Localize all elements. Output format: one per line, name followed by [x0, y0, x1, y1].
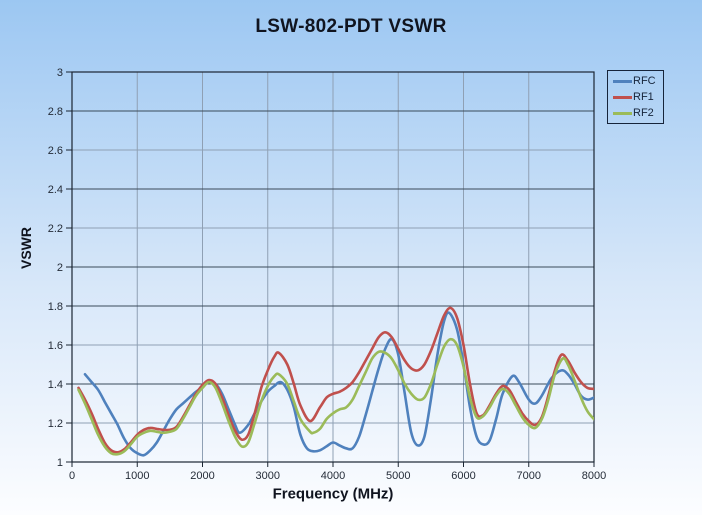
y-tick-label: 1.8	[48, 301, 63, 313]
x-tick-label: 2000	[190, 470, 214, 482]
series-RFC	[83, 311, 594, 457]
legend-swatch-RFC	[613, 79, 632, 83]
legend-label: RFC	[633, 74, 656, 87]
y-tick-label: 3	[57, 67, 63, 79]
x-tick-label: 7000	[517, 470, 541, 482]
x-tick-label: 0	[69, 470, 75, 482]
legend-label: RF2	[633, 106, 654, 119]
y-axis-title: VSWR	[18, 227, 34, 269]
legend-swatch-RF1	[613, 95, 632, 99]
x-tick-label: 8000	[582, 470, 606, 482]
y-tick-label: 1.4	[48, 379, 63, 391]
y-tick-label: 2.4	[48, 184, 63, 196]
y-tick-label: 2	[57, 262, 63, 274]
legend-label: RF1	[633, 90, 654, 103]
x-tick-label: 6000	[451, 470, 475, 482]
legend-item-RFC: RFC	[613, 73, 661, 89]
plot-border	[71, 71, 595, 463]
legend-item-RF2: RF2	[613, 105, 661, 121]
y-tick-label: 1	[57, 457, 63, 469]
y-tick-label: 2.2	[48, 223, 63, 235]
x-tick-label: 5000	[386, 470, 410, 482]
chart-title: LSW-802-PDT VSWR	[255, 16, 447, 37]
x-axis-title: Frequency (MHz)	[272, 485, 394, 503]
y-tick-label: 1.2	[48, 418, 63, 430]
series-RF1	[77, 306, 594, 454]
x-tick-label: 1000	[125, 470, 149, 482]
y-tick-label: 1.6	[48, 340, 63, 352]
legend: RFC RF1 RF2	[607, 70, 664, 124]
y-tick-label: 2.8	[48, 106, 63, 118]
series-RF2	[77, 337, 594, 456]
legend-item-RF1: RF1	[613, 89, 661, 105]
x-tick-label: 3000	[256, 470, 280, 482]
y-tick-label: 2.6	[48, 145, 63, 157]
x-tick-label: 4000	[321, 470, 345, 482]
legend-swatch-RF2	[613, 111, 632, 115]
